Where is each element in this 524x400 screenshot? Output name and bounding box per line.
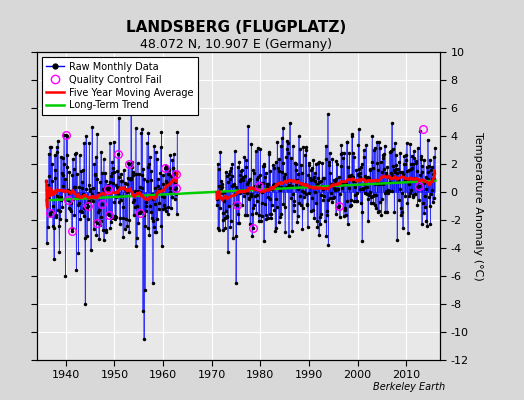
Text: Berkeley Earth: Berkeley Earth bbox=[373, 382, 445, 392]
Legend: Raw Monthly Data, Quality Control Fail, Five Year Moving Average, Long-Term Tren: Raw Monthly Data, Quality Control Fail, … bbox=[41, 57, 198, 115]
Y-axis label: Temperature Anomaly (°C): Temperature Anomaly (°C) bbox=[473, 132, 483, 280]
Text: LANDSBERG (FLUGPLATZ): LANDSBERG (FLUGPLATZ) bbox=[126, 20, 346, 35]
Text: 48.072 N, 10.907 E (Germany): 48.072 N, 10.907 E (Germany) bbox=[140, 38, 332, 51]
